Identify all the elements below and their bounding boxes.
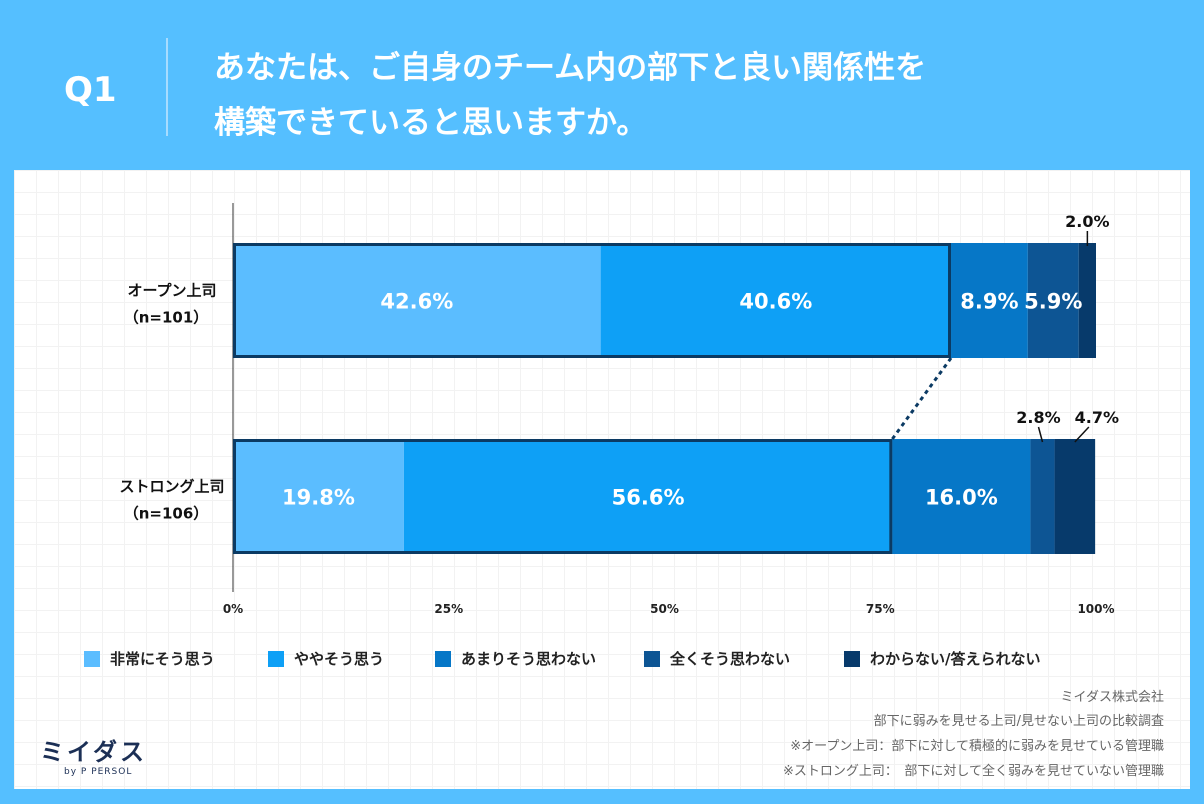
legend-item-somewhat-agree: ややそう思う [268, 648, 384, 669]
data-label: 56.6% [612, 486, 685, 510]
data-label: 5.9% [1024, 290, 1082, 314]
bar-segment [403, 439, 893, 554]
callout-leader [1074, 426, 1090, 443]
legend-swatch [435, 650, 451, 667]
question-title-line1: あなたは、ご自身のチーム内の部下と良い関係性を [214, 50, 927, 86]
agree-total-outline [233, 439, 893, 554]
bar-segment [892, 439, 1031, 554]
data-label: 8.9% [960, 290, 1018, 314]
callout-leader [1037, 426, 1044, 443]
data-label: 2.8% [1016, 408, 1060, 427]
legend-swatch [268, 650, 284, 667]
bar-segment [951, 243, 1028, 358]
legend-label: わからない/答えられない [870, 650, 1041, 668]
agree-total-connector [891, 357, 953, 440]
category-sample-size: （n=101） [124, 309, 209, 327]
logo-byline: by P PERSOL [64, 767, 133, 777]
footer-note-open: ※オープン上司：部下に対して積極的に弱みを見せている管理職 [790, 739, 1164, 754]
footer-note-strong: ※ストロング上司： 部下に対して全く弱みを見せていない管理職 [782, 764, 1164, 779]
bar-segment [233, 439, 404, 554]
x-tick-label: 0% [223, 602, 243, 616]
data-label: 2.0% [1065, 212, 1109, 231]
bar-segment [233, 243, 601, 358]
legend-item-strongly-disagree: 全くそう思わない [644, 648, 790, 669]
data-label: 19.8% [282, 486, 355, 510]
header-divider [166, 38, 168, 136]
data-label: 40.6% [739, 290, 812, 314]
x-tick-label: 100% [1077, 602, 1114, 616]
question-number: Q1 [64, 70, 117, 110]
logo-wordmark: ミイダス [40, 738, 148, 766]
legend-item-dont-know: わからない/答えられない [844, 648, 1040, 669]
category-sample-size: （n=106） [124, 505, 209, 523]
category-label: オープン上司 [127, 282, 216, 300]
data-label: 42.6% [380, 290, 453, 314]
data-label: 16.0% [925, 486, 998, 510]
bar-segment [1054, 439, 1096, 554]
legend-label: あまりそう思わない [461, 650, 597, 668]
legend-swatch [844, 650, 860, 667]
x-tick-label: 50% [650, 602, 679, 616]
legend-label: 全くそう思わない [670, 650, 791, 668]
x-tick-label: 25% [434, 602, 463, 616]
x-tick-label: 75% [866, 602, 895, 616]
data-label: 4.7% [1075, 408, 1119, 427]
brand-logo: ミイダス by P PERSOL [40, 732, 147, 777]
legend-label: 非常にそう思う [110, 650, 215, 668]
footer-company: ミイダス株式会社 [1060, 690, 1164, 705]
legend-swatch [84, 650, 100, 667]
header: Q1 あなたは、ご自身のチーム内の部下と良い関係性を 構築できていると思いますか… [0, 0, 1204, 170]
legend-item-somewhat-disagree: あまりそう思わない [435, 648, 596, 669]
legend-label: ややそう思う [294, 650, 385, 668]
bar-segment [1027, 243, 1079, 358]
footer-survey-name: 部下に弱みを見せる上司/見せない上司の比較調査 [873, 714, 1164, 729]
question-title-line2: 構築できていると思いますか。 [214, 105, 648, 141]
bar-segment [600, 243, 952, 358]
bar-segment [1078, 243, 1096, 358]
legend-item-very-agree: 非常にそう思う [84, 648, 215, 669]
agree-total-outline [233, 243, 952, 358]
category-label: ストロング上司 [119, 478, 224, 496]
bar-segment [1030, 439, 1055, 554]
legend-swatch [644, 650, 660, 667]
